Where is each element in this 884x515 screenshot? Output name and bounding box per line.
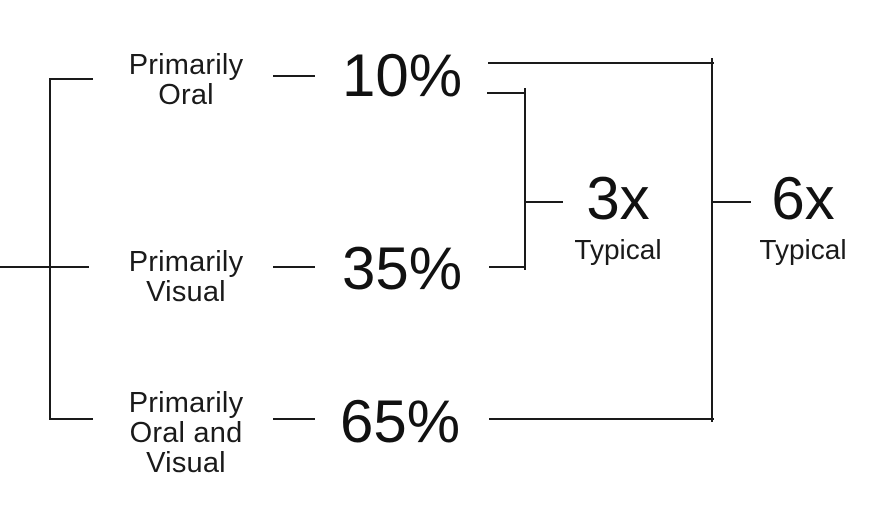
category-label-visual: Primarily Visual <box>128 246 244 308</box>
percent-value-oral-and-visual: 65% <box>339 388 461 455</box>
percent-value-oral: 10% <box>341 42 463 109</box>
bracket-3x-label-group: 3x Typical <box>548 169 688 264</box>
bracket-6x-vertical <box>711 58 713 422</box>
tree-branch-top <box>49 78 93 80</box>
connector-65-to-6x <box>489 418 714 420</box>
bracket-6x-label-group: 6x Typical <box>733 169 873 264</box>
dash-visual <box>273 266 315 268</box>
dash-oral-and-visual <box>273 418 315 420</box>
tree-vertical-line <box>49 78 51 420</box>
bracket-6x-tick <box>711 201 751 203</box>
bracket-3x-multiplier: 3x <box>586 165 650 232</box>
percent-value-visual: 35% <box>341 235 463 302</box>
connector-10-to-3x <box>487 92 526 94</box>
category-label-oral-and-visual: Primarily Oral and Visual <box>128 387 244 479</box>
tree-branch-bottom <box>49 418 93 420</box>
dash-oral <box>273 75 315 77</box>
bracket-6x-sublabel: Typical <box>759 234 847 265</box>
category-label-oral: Primarily Oral <box>128 49 244 111</box>
bracket-3x-tick <box>524 201 563 203</box>
tree-root-line <box>0 266 89 268</box>
connector-35-to-3x <box>489 266 526 268</box>
bracket-6x-multiplier: 6x <box>771 165 835 232</box>
bracket-3x-sublabel: Typical <box>574 234 662 265</box>
connector-10-to-6x <box>488 62 714 64</box>
bracket-3x-vertical <box>524 88 526 270</box>
